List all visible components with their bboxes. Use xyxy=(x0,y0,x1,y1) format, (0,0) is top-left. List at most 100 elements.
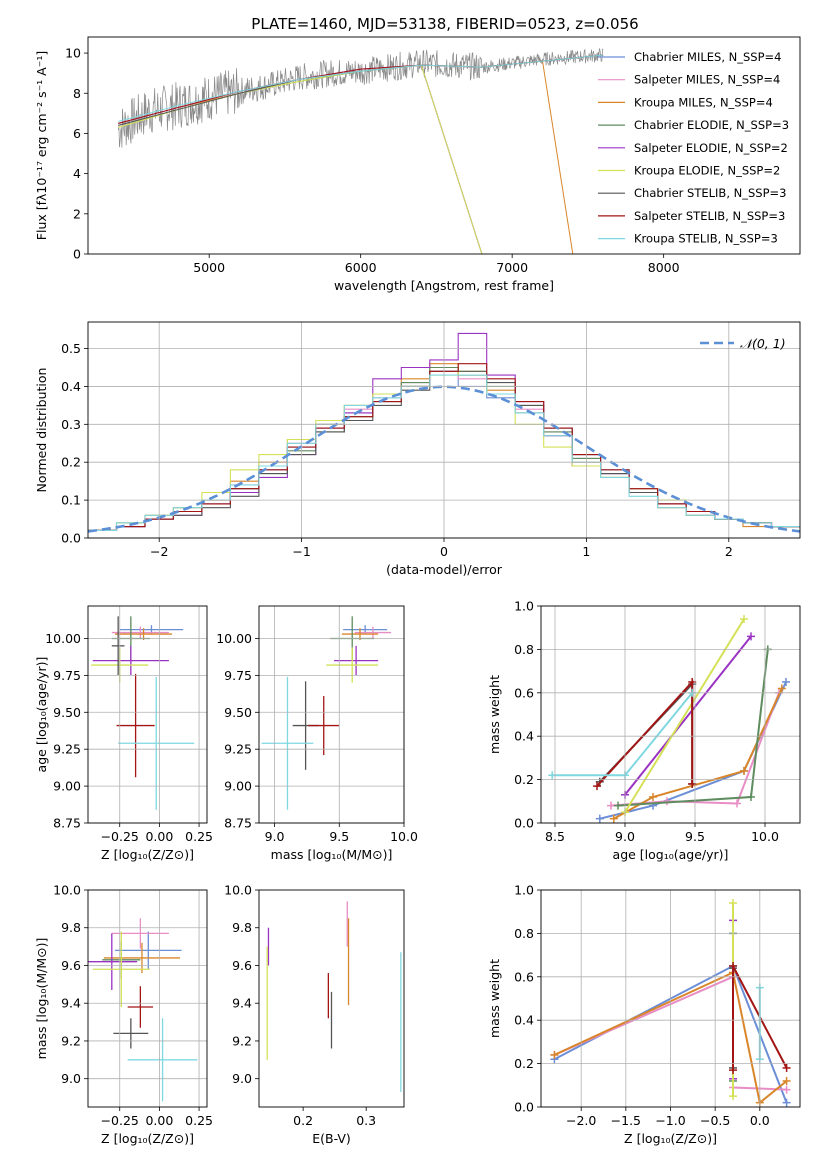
y-tick-label: 0.5 xyxy=(61,341,81,356)
y-tick-label: 10.0 xyxy=(224,883,252,898)
y-tick-label: 0.8 xyxy=(514,642,534,657)
y-tick-label: 0 xyxy=(73,247,81,262)
series-line xyxy=(118,64,483,254)
y-tick-label: 8 xyxy=(73,86,81,101)
y-tick-label: 0.0 xyxy=(61,531,81,546)
series-line xyxy=(624,635,752,796)
x-tick-label: 0 xyxy=(440,544,448,559)
errorbar-point xyxy=(111,616,125,676)
plot-area xyxy=(266,901,402,1092)
y-axis-label: mass weight xyxy=(487,675,502,754)
x-tick-label: 9.5 xyxy=(329,829,349,844)
plot-area xyxy=(117,47,604,254)
series-line xyxy=(118,54,604,122)
axes-frame xyxy=(540,605,801,824)
plus-marker xyxy=(782,1098,791,1107)
y-tick-label: 1.0 xyxy=(514,599,534,614)
series-line xyxy=(624,618,745,813)
y-tick-label: 10.0 xyxy=(53,883,81,898)
plus-marker xyxy=(740,615,748,624)
x-tick-label: 0.25 xyxy=(185,829,213,844)
x-tick-label: 2 xyxy=(725,544,733,559)
errorbar-point xyxy=(261,676,314,810)
x-tick-label: 0.3 xyxy=(356,1113,376,1128)
y-tick-label: 0.8 xyxy=(514,926,534,941)
x-tick-label: −2.0 xyxy=(566,1113,596,1128)
legend-label: Salpeter MILES, N_SSP=4 xyxy=(634,73,780,87)
panel-age-vs-mass: 9.0 9.5 10.0 8.75 9.00 9.25 9.50 9.75 10.00 mass … xyxy=(216,605,418,862)
y-tick-label: 9.25 xyxy=(53,742,81,757)
errorbar-point xyxy=(127,986,154,1028)
y-tick-label: 0.0 xyxy=(514,816,534,831)
y-tick-label: 9.0 xyxy=(61,1071,81,1086)
axes-frame xyxy=(258,889,405,1108)
y-tick-label: 0.3 xyxy=(61,417,81,432)
x-tick-label: 9.0 xyxy=(265,829,285,844)
y-tick-label: 0.1 xyxy=(61,493,81,508)
y-tick-label: 8.75 xyxy=(53,816,81,831)
errorbar-point xyxy=(118,676,195,810)
panel-residuals: −2 −1 0 1 2 0.0 0.1 0.2 0.3 0.4 0.5 (data-model)/er… xyxy=(34,321,801,577)
y-tick-label: 9.4 xyxy=(232,996,252,1011)
x-axis-label: Z [log₁₀(Z/Z⊙)] xyxy=(101,1131,194,1146)
y-axis-label: Flux [fλ10⁻¹⁷ erg cm⁻² s⁻¹ A⁻¹] xyxy=(34,51,49,240)
y-axis-label: Normed distribution xyxy=(34,368,49,493)
y-tick-label: 0.4 xyxy=(514,729,534,744)
legend-label: Salpeter STELIB, N_SSP=3 xyxy=(634,209,785,223)
plus-marker xyxy=(747,632,755,641)
x-axis-label: Z [log₁₀(Z/Z⊙)] xyxy=(101,847,194,862)
axes-frame xyxy=(87,321,801,539)
x-tick-label: 5000 xyxy=(193,260,225,275)
errorbar-point xyxy=(334,645,379,676)
legend: Chabrier MILES, N_SSP=4 Salpeter MILES, N… xyxy=(598,50,789,246)
y-tick-label: 9.6 xyxy=(232,958,252,973)
series-line xyxy=(118,64,483,254)
y-tick-label: 0.2 xyxy=(514,772,534,787)
x-tick-label: −0.5 xyxy=(700,1113,730,1128)
x-tick-label: −1 xyxy=(292,544,310,559)
errorbar-point xyxy=(88,933,138,991)
series-line xyxy=(553,971,788,1105)
plus-marker xyxy=(609,814,618,823)
plus-marker xyxy=(607,801,615,810)
x-tick-label: 10.0 xyxy=(751,829,779,844)
chart-title: PLATE=1460, MJD=53138, FIBERID=0523, z=0… xyxy=(251,15,638,33)
y-tick-label: 10.00 xyxy=(216,631,252,646)
y-tick-label: 9.25 xyxy=(224,742,252,757)
x-axis-label: E(B-V) xyxy=(312,1131,351,1146)
plus-marker xyxy=(777,684,786,693)
x-axis-label: wavelength [Angstrom, rest frame] xyxy=(334,278,554,293)
legend-label: Kroupa STELIB, N_SSP=3 xyxy=(634,232,778,246)
y-tick-label: 9.6 xyxy=(61,958,81,973)
panel-mass-vs-ebv: 0.2 0.3 9.0 9.2 9.4 9.6 9.8 10.0 E(B-V) xyxy=(224,883,405,1146)
y-tick-label: 6 xyxy=(73,126,81,141)
axes-frame xyxy=(87,36,801,255)
axes-frame xyxy=(87,889,208,1108)
y-tick-label: 10 xyxy=(65,46,81,61)
x-tick-label: 9.0 xyxy=(615,829,635,844)
plus-marker xyxy=(733,799,741,808)
y-tick-label: 4 xyxy=(73,166,81,181)
plot-area xyxy=(88,918,198,1102)
axes-frame xyxy=(540,889,801,1108)
errorbar-point xyxy=(111,918,169,949)
y-tick-label: 9.8 xyxy=(61,920,81,935)
y-tick-label: 0.2 xyxy=(61,455,81,470)
errorbar-point xyxy=(111,626,169,639)
plus-marker xyxy=(649,792,657,801)
errorbar-point xyxy=(116,673,155,778)
y-tick-label: 9.0 xyxy=(232,1071,252,1086)
errorbar-point xyxy=(127,1018,198,1102)
x-tick-label: 6000 xyxy=(345,260,377,275)
plus-marker xyxy=(782,1063,791,1072)
axes-frame xyxy=(87,605,208,824)
x-tick-label: 0.0 xyxy=(750,1113,770,1128)
legend-label: Kroupa MILES, N_SSP=4 xyxy=(634,95,773,109)
errorbar-point xyxy=(103,942,181,974)
panel-spectrum: 5000 6000 7000 8000 0 2 4 6 8 10 wavelength [Angst… xyxy=(34,36,801,293)
plus-marker xyxy=(729,1066,738,1075)
panel-age-vs-Z: −0.25 0.00 0.25 8.75 9.00 9.25 9.50 9.75 10.00 Z … xyxy=(34,605,213,862)
plus-marker xyxy=(729,1092,738,1101)
x-tick-label: 0.2 xyxy=(293,1113,313,1128)
plus-marker xyxy=(729,961,738,970)
